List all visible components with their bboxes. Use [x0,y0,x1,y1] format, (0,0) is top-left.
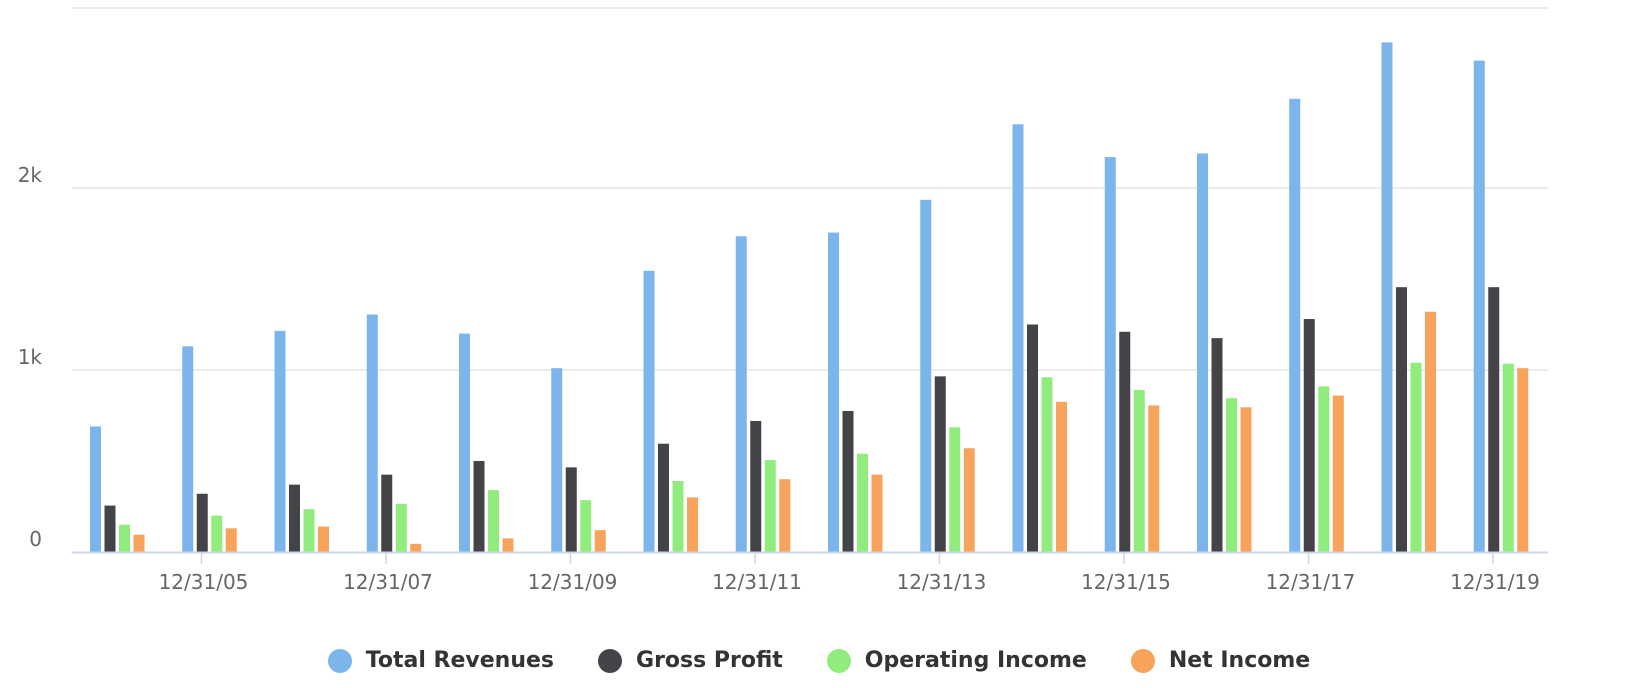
bar-gross-profit[interactable] [104,505,116,552]
bar-operating-income[interactable] [303,509,315,552]
bar-gross-profit[interactable] [381,474,393,552]
bar-net-income[interactable] [1056,401,1067,552]
bar-operating-income[interactable] [119,524,130,552]
bar-gross-profit[interactable] [1211,338,1223,552]
bar-total-revenues[interactable] [274,330,286,552]
legend-label: Total Revenues [365,648,555,673]
bar-total-revenues[interactable] [1104,157,1116,552]
bar-net-income[interactable] [594,530,606,552]
bar-total-revenues[interactable] [182,346,194,552]
bar-total-revenues[interactable] [1197,153,1208,553]
bar-net-income[interactable] [502,538,514,552]
legend-label: Net Income [1168,648,1311,673]
legend-label: Gross Profit [636,648,783,673]
bar-total-revenues[interactable] [459,333,470,552]
bar-operating-income[interactable] [1410,362,1422,552]
bar-gross-profit[interactable] [1488,287,1500,552]
y-tick-label: 0 [29,527,42,551]
bar-net-income[interactable] [318,526,329,552]
bar-operating-income[interactable] [1502,363,1514,552]
bar-gross-profit[interactable] [1119,331,1131,552]
bar-net-income[interactable] [871,474,883,552]
bar-gross-profit[interactable] [473,461,485,552]
bar-gross-profit[interactable] [1396,287,1407,552]
legend-marker [1130,648,1155,673]
legend-marker [826,648,851,673]
bar-net-income[interactable] [133,534,145,552]
bars [90,42,1529,553]
bar-operating-income[interactable] [211,515,223,552]
bar-net-income[interactable] [410,543,422,552]
x-tick-label: 12/31/09 [528,570,618,594]
bar-total-revenues[interactable] [551,368,563,552]
bar-total-revenues[interactable] [1381,42,1393,553]
legend-marker [327,648,352,673]
bar-net-income[interactable] [1517,368,1529,552]
bar-total-revenues[interactable] [643,270,655,552]
x-tick-label: 12/31/11 [712,570,802,594]
y-tick-label: 2k [18,163,43,187]
bar-total-revenues[interactable] [1012,124,1024,553]
bar-operating-income[interactable] [672,481,684,552]
bar-operating-income[interactable] [580,500,592,552]
x-axis: 12/31/05 12/31/07 12/31/09 12/31/11 12/31/13… [72,551,1548,594]
bar-net-income[interactable] [779,479,791,552]
bar-operating-income[interactable] [1041,377,1053,552]
y-tick-label: 1k [18,345,43,369]
legend-item-operating-income[interactable]: Operating Income [826,648,1087,673]
bar-gross-profit[interactable] [1303,319,1315,552]
bar-operating-income[interactable] [949,427,961,552]
bar-total-revenues[interactable] [920,199,932,552]
x-tick-label: 12/31/13 [897,570,987,594]
bar-net-income[interactable] [225,528,237,552]
bar-net-income[interactable] [1332,395,1344,552]
bar-gross-profit[interactable] [1027,324,1038,553]
bar-total-revenues[interactable] [735,236,747,553]
bar-net-income[interactable] [687,497,698,552]
legend-item-total-revenues[interactable]: Total Revenues [327,648,555,673]
bar-operating-income[interactable] [488,490,499,552]
bar-total-revenues[interactable] [1289,98,1301,552]
bar-gross-profit[interactable] [842,410,854,552]
legend-marker [598,648,623,673]
bar-total-revenues[interactable] [366,314,378,552]
bar-net-income[interactable] [1240,407,1252,552]
bar-gross-profit[interactable] [750,420,762,552]
bar-total-revenues[interactable] [90,426,101,552]
legend: Total Revenues Gross Profit Operating Inco… [0,648,1638,673]
bar-operating-income[interactable] [1318,386,1330,552]
bar-operating-income[interactable] [857,453,868,552]
bar-net-income[interactable] [1425,311,1436,552]
x-tick-label: 12/31/17 [1266,570,1356,594]
legend-label: Operating Income [864,648,1087,673]
bar-operating-income[interactable] [395,503,407,552]
x-tick-label: 12/31/15 [1081,570,1171,594]
x-tick-label: 12/31/19 [1450,570,1540,594]
legend-item-net-income[interactable]: Net Income [1130,648,1311,673]
grid-lines [72,7,1548,371]
x-tick-label: 12/31/05 [159,570,249,594]
bar-gross-profit[interactable] [196,493,208,552]
y-axis-ticks: 0 1k 2k [18,163,43,551]
bar-operating-income[interactable] [1133,390,1145,552]
x-tick-label: 12/31/07 [343,570,433,594]
bar-net-income[interactable] [1148,405,1160,552]
bar-gross-profit[interactable] [289,484,300,552]
bar-total-revenues[interactable] [828,232,839,552]
bar-total-revenues[interactable] [1473,60,1485,552]
bar-operating-income[interactable] [764,460,776,552]
legend-item-gross-profit[interactable]: Gross Profit [598,648,783,673]
bar-gross-profit[interactable] [658,443,669,552]
bar-operating-income[interactable] [1226,398,1237,552]
bar-net-income[interactable] [963,448,975,552]
bar-gross-profit[interactable] [565,467,577,552]
bar-gross-profit[interactable] [934,376,946,552]
